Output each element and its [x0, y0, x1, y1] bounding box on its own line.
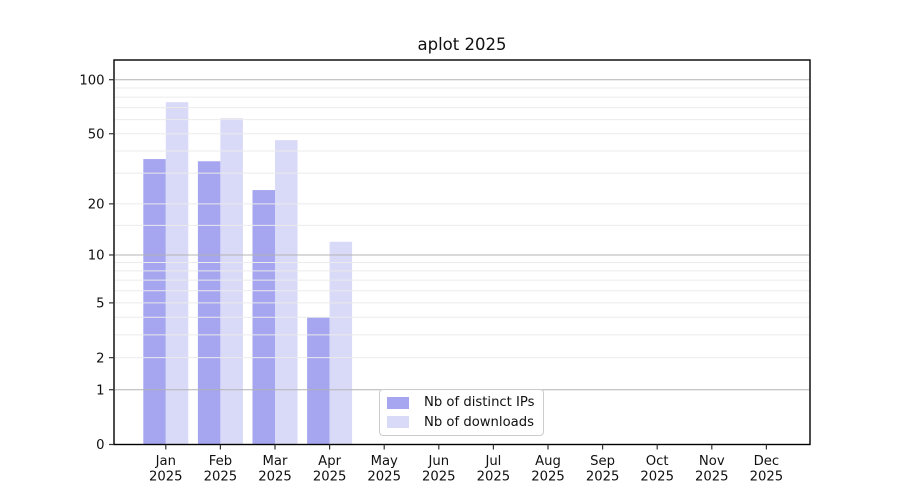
- x-tick-label: May 2025: [367, 454, 401, 485]
- bar: [165, 102, 189, 444]
- legend-entry: Nb of distinct IPs: [387, 394, 536, 411]
- bar: [307, 317, 330, 444]
- plot-border: [113, 59, 811, 446]
- x-tick-label: Jun 2025: [422, 454, 456, 485]
- legend-swatch: [387, 416, 409, 429]
- y-tick-label: 5: [96, 296, 104, 311]
- y-tick-label: 0: [96, 438, 104, 453]
- y-tick-label: 2: [96, 351, 104, 366]
- y-tick-label: 10: [88, 249, 105, 264]
- x-tick-label: Aug 2025: [531, 454, 565, 485]
- y-tick-label: 1: [96, 383, 104, 398]
- x-tick-label: Mar 2025: [258, 454, 292, 485]
- y-tick-label: 20: [88, 197, 105, 212]
- bar: [329, 241, 353, 444]
- legend-swatch: [387, 396, 409, 409]
- x-tick-label: Jul 2025: [477, 454, 511, 485]
- bar: [143, 159, 166, 444]
- x-tick-label: Sep 2025: [586, 454, 620, 485]
- bar: [275, 140, 298, 444]
- x-tick-label: Nov 2025: [695, 454, 729, 485]
- y-tick-label: 100: [79, 73, 104, 88]
- bar: [220, 118, 243, 444]
- x-tick-label: Jan 2025: [149, 454, 183, 485]
- chart-title: aplot 2025: [417, 35, 507, 54]
- y-tick-label: 50: [88, 127, 105, 142]
- legend-label: Nb of distinct IPs: [424, 395, 535, 411]
- x-tick-label: Oct 2025: [640, 454, 674, 485]
- x-tick-label: Feb 2025: [204, 454, 238, 485]
- legend-label: Nb of downloads: [424, 414, 534, 430]
- legend: Nb of distinct IPs Nb of downloads: [379, 389, 544, 436]
- legend-entry: Nb of downloads: [387, 414, 536, 431]
- x-tick-label: Dec 2025: [750, 454, 784, 485]
- x-tick-label: Apr 2025: [313, 454, 347, 485]
